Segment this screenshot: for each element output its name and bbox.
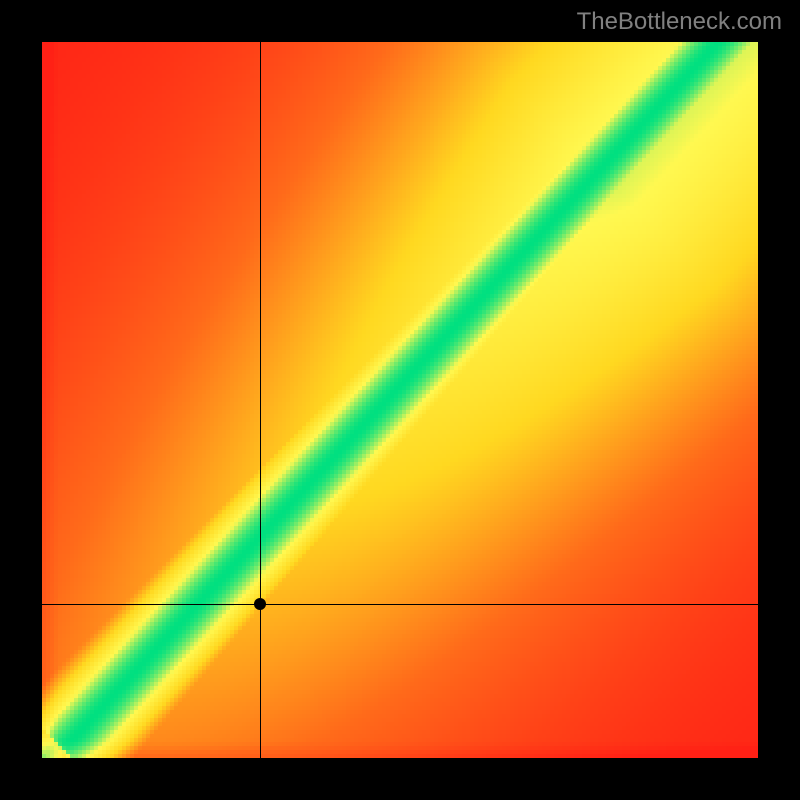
watermark-text: TheBottleneck.com	[577, 8, 782, 36]
heatmap-plot	[42, 42, 758, 758]
crosshair-marker	[254, 598, 266, 610]
crosshair-horizontal	[42, 604, 758, 605]
crosshair-vertical	[260, 42, 261, 758]
heatmap-canvas	[42, 42, 758, 758]
